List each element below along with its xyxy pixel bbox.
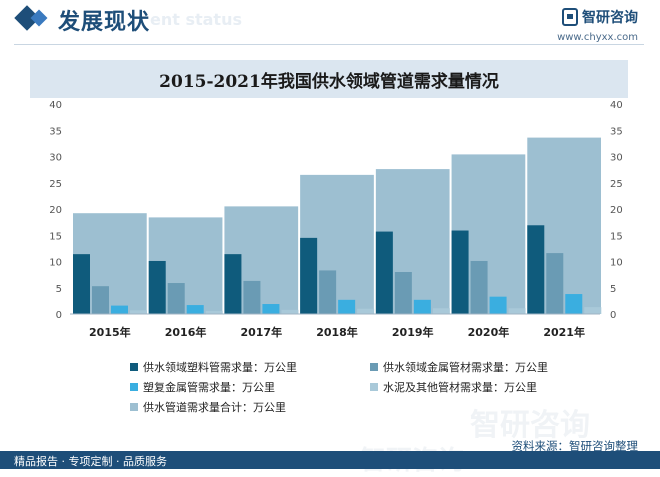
y-tick-label-left: 20 (49, 205, 62, 216)
bar-metal (394, 272, 412, 314)
legend-label: 供水管道需求量合计：万公里 (143, 401, 286, 414)
x-tick-label: 2019年 (392, 325, 434, 339)
bar-coated (186, 305, 204, 314)
y-tick-label-left: 30 (49, 153, 62, 164)
y-tick-label-right: 35 (610, 126, 623, 137)
bar-coated (111, 305, 128, 314)
legend-item: 水泥及其他管材需求量：万公里 (370, 379, 537, 395)
x-tick-label: 2016年 (165, 325, 207, 339)
bar-plastic (148, 260, 166, 314)
y-tick-label-left: 40 (49, 100, 62, 111)
bar-plastic (73, 254, 90, 314)
bar-cement (281, 309, 299, 314)
legend-swatch (130, 363, 138, 371)
bar-plastic (224, 254, 242, 314)
bar-coated (489, 296, 507, 314)
bar-metal (470, 260, 488, 314)
bar-plastic (527, 225, 545, 314)
bar-metal (92, 286, 109, 314)
brand: 智研咨询 (562, 7, 638, 27)
legend-label: 塑复金属管需求量：万公里 (143, 381, 275, 394)
bar-plastic (300, 237, 318, 314)
chart-plot: 0 0 5 5 10 10 15 15 20 20 25 25 30 30 35 35 40 40 2015年 201… (49, 100, 623, 339)
legend-swatch (130, 383, 138, 391)
bar-metal (243, 280, 261, 314)
y-tick-label-right: 30 (610, 153, 623, 164)
header: 发展现状 ent status 智研咨询 www.chyxx.com (0, 0, 660, 50)
watermark-brand: 智研咨询 (470, 408, 590, 443)
bar-metal (319, 270, 337, 314)
brand-url: www.chyxx.com (557, 32, 638, 43)
watermark-english: ent status (150, 10, 242, 29)
bar-metal (546, 253, 564, 314)
bar-cement (584, 307, 602, 314)
y-tick-label-left: 0 (56, 310, 62, 321)
bar-coated (262, 304, 280, 314)
x-tick-label: 2017年 (240, 325, 282, 339)
legend-item: 供水领域金属管材需求量：万公里 (370, 359, 548, 375)
y-tick-label-right: 0 (610, 310, 616, 321)
y-tick-label-left: 35 (49, 126, 62, 137)
x-tick-label: 2020年 (468, 325, 510, 339)
bar-plastic (451, 230, 469, 314)
footer-text: 精品报告 · 专项定制 · 品质服务 (14, 455, 167, 468)
bar-coated (413, 299, 431, 314)
legend-swatch (130, 403, 138, 411)
y-tick-label-right: 15 (610, 231, 623, 242)
y-tick-label-right: 40 (610, 100, 623, 111)
header-divider (14, 44, 644, 45)
chart-title: 2015-2021年我国供水领域管道需求量情况 (159, 72, 499, 92)
bar-cement (432, 308, 450, 314)
source-note: 资料来源：智研咨询整理 (511, 439, 639, 453)
x-tick-label: 2021年 (543, 325, 585, 339)
brand-name: 智研咨询 (582, 10, 638, 26)
legend-item: 供水管道需求量合计：万公里 (130, 399, 286, 415)
section-title: 发展现状 (58, 10, 151, 35)
bar-coated (565, 294, 583, 314)
x-tick-label: 2018年 (316, 325, 358, 339)
bar-coated (338, 299, 356, 314)
footer-bar: 精品报告 · 专项定制 · 品质服务 (0, 451, 660, 469)
brand-logo-icon (562, 8, 578, 26)
legend-item: 塑复金属管需求量：万公里 (130, 379, 275, 395)
legend-label: 水泥及其他管材需求量：万公里 (383, 381, 537, 394)
bar-cement (205, 310, 223, 314)
y-tick-label-right: 20 (610, 205, 623, 216)
y-tick-label-left: 5 (56, 284, 62, 295)
bar-cement (508, 308, 526, 314)
bar-metal (167, 283, 185, 314)
bar-cement (357, 308, 375, 314)
y-tick-label-right: 5 (610, 284, 616, 295)
bar-cement (130, 310, 147, 314)
legend-label: 供水领域塑料管需求量：万公里 (143, 361, 297, 374)
x-tick-label: 2015年 (89, 325, 131, 339)
y-tick-label-right: 25 (610, 179, 623, 190)
legend-swatch (370, 363, 378, 371)
bar-plastic (375, 231, 393, 314)
y-tick-label-right: 10 (610, 258, 623, 269)
legend-label: 供水领域金属管材需求量：万公里 (383, 361, 548, 374)
y-tick-label-left: 10 (49, 258, 62, 269)
chart-title-band: 2015-2021年我国供水领域管道需求量情况 (30, 60, 628, 98)
legend-swatch (370, 383, 378, 391)
legend-item: 供水领域塑料管需求量：万公里 (130, 359, 297, 375)
y-tick-label-left: 15 (49, 231, 62, 242)
y-tick-label-left: 25 (49, 179, 62, 190)
